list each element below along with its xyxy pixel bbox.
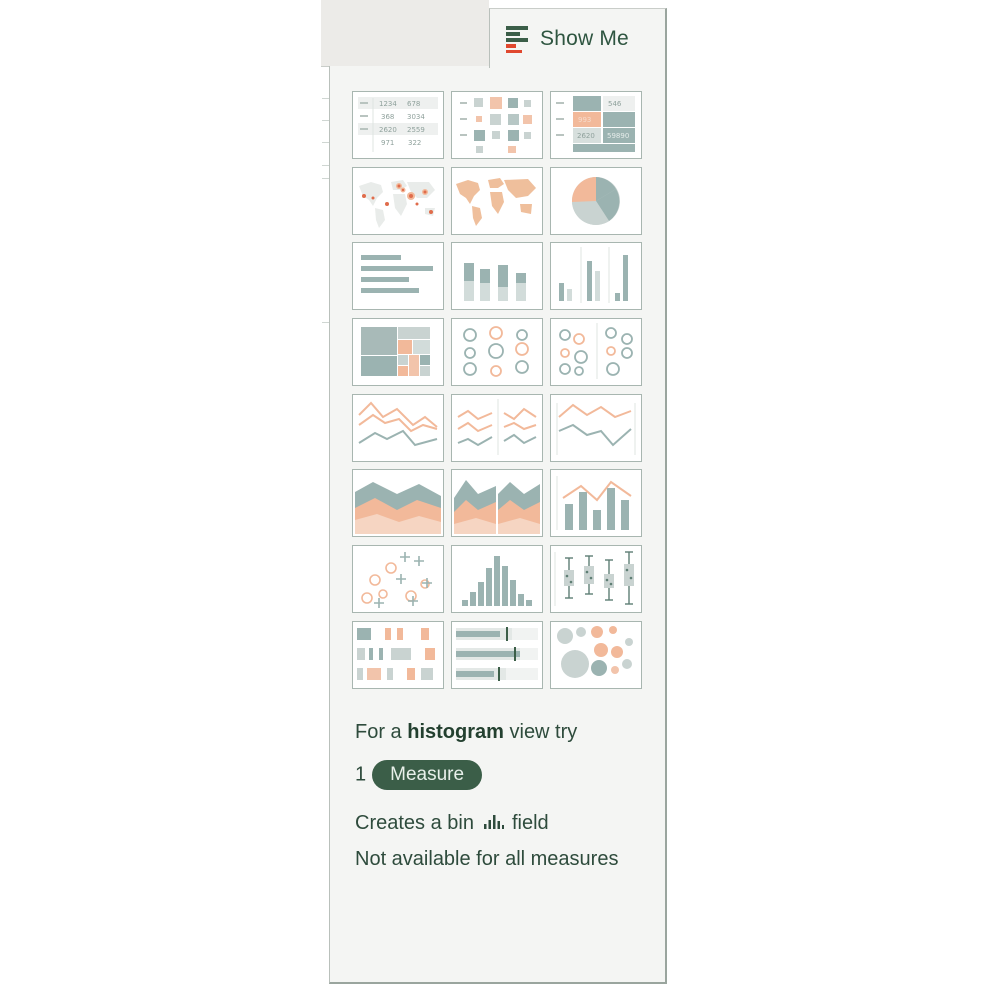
- chart-tile-side-by-side-bars[interactable]: [550, 242, 642, 311]
- circle-views-icon: [463, 326, 529, 377]
- chart-tile-lines-discrete[interactable]: [451, 393, 543, 462]
- chart-tile-scatter-plot[interactable]: [352, 545, 444, 614]
- chart-tile-horizontal-bars[interactable]: [352, 242, 444, 311]
- chart-tile-text-table[interactable]: 1234 678 368 3034 2620 2559 971 322: [352, 91, 444, 159]
- divider-line: [322, 98, 330, 99]
- hint-title: For a histogram view try: [355, 721, 577, 744]
- chart-tile-area-discrete[interactable]: [451, 469, 543, 538]
- show-me-icon: [506, 25, 528, 53]
- area-discrete-icon: [454, 480, 540, 535]
- table-number: 971: [381, 139, 394, 147]
- chart-tile-side-by-side-circles[interactable]: [550, 318, 642, 387]
- side-by-side-circles-icon: [559, 323, 633, 380]
- chart-tile-circle-views[interactable]: [451, 318, 543, 387]
- chart-tile-pie-chart[interactable]: [550, 166, 642, 235]
- symbol-map-icon: [359, 179, 435, 228]
- lines-discrete-icon: [457, 398, 537, 455]
- stacked-bars-icon: [464, 263, 526, 302]
- hint-line1-before: Creates a bin: [355, 812, 474, 834]
- highlight-table-icon: 546 993 2620 59890: [556, 96, 635, 152]
- histogram-icon: [462, 556, 532, 607]
- horizontal-bars-icon: [361, 255, 433, 294]
- chart-tile-bullet-graph[interactable]: [451, 620, 543, 689]
- hint-line1-after: field: [511, 812, 549, 834]
- box-and-whisker-icon: [554, 551, 634, 607]
- table-number: 2559: [407, 126, 425, 134]
- table-number: 3034: [407, 113, 425, 121]
- divider-line: [322, 142, 330, 143]
- table-number: 59890: [607, 132, 629, 140]
- divider-line: [322, 322, 330, 323]
- tab-show-me[interactable]: Show Me: [489, 8, 667, 68]
- pie-chart-icon: [571, 176, 620, 225]
- hint-line-bin: Creates a bin field: [355, 812, 549, 835]
- table-number: 2620: [379, 126, 397, 134]
- chart-tile-symbol-map[interactable]: [352, 166, 444, 235]
- divider-line: [322, 120, 330, 121]
- measure-count: 1: [355, 763, 367, 786]
- chart-tile-filled-map[interactable]: [451, 166, 543, 235]
- table-number: 2620: [577, 132, 595, 140]
- divider-line: [322, 178, 330, 179]
- table-number: 993: [578, 116, 591, 124]
- hint-chart-name: histogram: [407, 721, 504, 743]
- hint-suffix: view try: [503, 721, 578, 743]
- tab-label: Show Me: [540, 26, 629, 50]
- chart-type-grid: 1234 678 368 3034 2620 2559 971 322: [352, 91, 642, 689]
- table-number: 1234: [379, 100, 397, 108]
- treemap-icon: [361, 327, 430, 377]
- gantt-chart-icon: [357, 627, 435, 680]
- chart-tile-area-continuous[interactable]: [352, 469, 444, 538]
- chart-tile-packed-bubbles[interactable]: [550, 620, 642, 689]
- packed-bubbles-icon: [557, 625, 633, 678]
- dual-combination-icon: [556, 476, 632, 531]
- chart-tile-dual-lines[interactable]: [550, 393, 642, 462]
- bin-icon: [483, 815, 504, 829]
- bullet-graph-icon: [456, 626, 538, 681]
- table-number: 678: [407, 100, 420, 108]
- left-app-area: [0, 0, 330, 990]
- chart-tile-box-and-whisker[interactable]: [550, 545, 642, 614]
- hint-prefix: For a: [355, 721, 408, 743]
- hint-requirement: 1 Measure: [355, 760, 483, 790]
- chart-tile-lines-continuous[interactable]: [352, 393, 444, 462]
- text-table-icon: 1234 678 368 3034 2620 2559 971 322: [358, 97, 438, 152]
- chart-tile-histogram[interactable]: [451, 545, 543, 614]
- chart-tile-highlight-table[interactable]: 546 993 2620 59890: [550, 91, 642, 159]
- chart-tile-treemap[interactable]: [352, 318, 444, 387]
- scatter-plot-icon: [361, 552, 432, 609]
- filled-map-icon: [456, 177, 536, 226]
- divider-line: [322, 165, 330, 166]
- measure-pill: Measure: [372, 760, 483, 790]
- heat-map-icon: [460, 97, 532, 153]
- lines-continuous-icon: [358, 401, 438, 446]
- chart-tile-dual-combination[interactable]: [550, 469, 642, 538]
- area-continuous-icon: [355, 482, 441, 535]
- chart-tile-gantt-chart[interactable]: [352, 620, 444, 689]
- dual-lines-icon: [556, 402, 636, 455]
- chart-tile-heat-map[interactable]: [451, 91, 543, 159]
- side-by-side-bars-icon: [559, 247, 628, 304]
- table-number: 368: [381, 113, 394, 121]
- chart-tile-stacked-bars[interactable]: [451, 242, 543, 311]
- table-number: 322: [408, 139, 421, 147]
- tab-bar: [321, 0, 489, 67]
- hint-line-availability: Not available for all measures: [355, 848, 619, 870]
- table-number: 546: [608, 100, 622, 108]
